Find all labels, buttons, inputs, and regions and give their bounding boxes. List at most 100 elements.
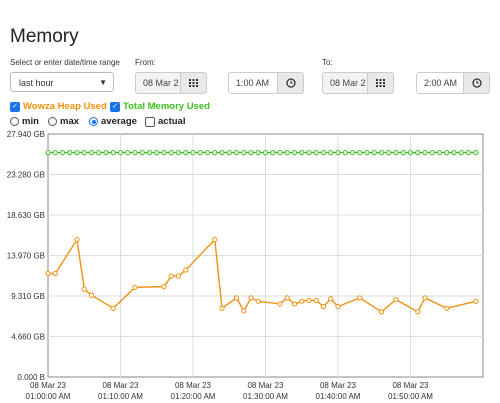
data-point[interactable] xyxy=(45,150,51,156)
data-point[interactable] xyxy=(291,301,298,307)
data-point[interactable] xyxy=(306,297,312,304)
data-point[interactable] xyxy=(161,283,167,290)
to-time-input[interactable]: 2:00 AM xyxy=(416,72,464,94)
data-point[interactable] xyxy=(451,150,457,156)
data-point[interactable] xyxy=(306,150,312,156)
data-point[interactable] xyxy=(378,309,385,315)
data-point[interactable] xyxy=(328,150,334,156)
data-point[interactable] xyxy=(335,150,341,156)
data-point[interactable] xyxy=(139,150,145,156)
data-point[interactable] xyxy=(183,267,189,273)
data-point[interactable] xyxy=(81,286,87,292)
toggle-wowza-heap-used[interactable]: ✓ Wowza Heap Used xyxy=(10,101,107,112)
data-point[interactable] xyxy=(67,150,73,156)
data-point[interactable] xyxy=(465,150,472,156)
data-point[interactable] xyxy=(81,150,87,156)
data-point[interactable] xyxy=(407,150,414,156)
to-calendar-button[interactable] xyxy=(368,72,394,94)
data-point[interactable] xyxy=(393,296,399,303)
data-point[interactable] xyxy=(342,150,348,156)
data-point[interactable] xyxy=(132,284,138,291)
data-point[interactable] xyxy=(262,150,269,156)
data-point[interactable] xyxy=(357,295,363,301)
data-point[interactable] xyxy=(241,150,247,156)
data-point[interactable] xyxy=(473,150,479,156)
data-point[interactable] xyxy=(110,305,116,311)
data-point[interactable] xyxy=(299,150,305,156)
data-point[interactable] xyxy=(422,150,428,156)
data-point[interactable] xyxy=(161,150,167,156)
to-date-input[interactable]: 08 Mar 2 xyxy=(322,72,368,94)
data-point[interactable] xyxy=(233,150,240,156)
data-point[interactable] xyxy=(393,150,399,156)
data-point[interactable] xyxy=(371,150,377,156)
data-point[interactable] xyxy=(45,270,51,277)
data-point[interactable] xyxy=(291,150,298,156)
data-point[interactable] xyxy=(117,150,124,156)
data-point[interactable] xyxy=(328,296,334,302)
data-point[interactable] xyxy=(429,150,435,156)
data-point[interactable] xyxy=(422,295,428,301)
data-point[interactable] xyxy=(175,150,182,156)
data-point[interactable] xyxy=(313,150,319,156)
to-clock-button[interactable] xyxy=(464,72,490,94)
data-point[interactable] xyxy=(190,150,196,156)
data-point[interactable] xyxy=(154,150,160,156)
range-select[interactable]: last hour ▼ xyxy=(10,72,114,92)
data-point[interactable] xyxy=(52,270,58,277)
from-calendar-button[interactable] xyxy=(181,72,207,94)
data-point[interactable] xyxy=(444,305,450,311)
data-point[interactable] xyxy=(125,150,131,156)
data-point[interactable] xyxy=(458,150,464,156)
data-point[interactable] xyxy=(284,295,290,301)
data-point[interactable] xyxy=(197,150,203,156)
data-point[interactable] xyxy=(110,150,116,156)
data-point[interactable] xyxy=(248,295,254,301)
data-point[interactable] xyxy=(212,236,218,243)
data-point[interactable] xyxy=(183,150,189,156)
data-point[interactable] xyxy=(277,301,283,307)
data-point[interactable] xyxy=(299,298,305,304)
radio-average[interactable]: average xyxy=(89,116,137,127)
data-point[interactable] xyxy=(168,273,174,279)
from-date-input[interactable]: 08 Mar 2 xyxy=(135,72,181,94)
data-point[interactable] xyxy=(88,150,95,156)
data-point[interactable] xyxy=(74,150,80,156)
data-point[interactable] xyxy=(349,150,356,156)
data-point[interactable] xyxy=(226,150,232,156)
data-point[interactable] xyxy=(96,150,102,156)
data-point[interactable] xyxy=(168,150,174,156)
data-point[interactable] xyxy=(219,305,225,311)
data-point[interactable] xyxy=(103,150,109,156)
data-point[interactable] xyxy=(284,150,290,156)
data-point[interactable] xyxy=(444,150,450,156)
data-point[interactable] xyxy=(415,309,421,315)
data-point[interactable] xyxy=(313,297,319,304)
data-point[interactable] xyxy=(277,150,283,156)
data-point[interactable] xyxy=(175,273,182,279)
data-point[interactable] xyxy=(132,150,138,156)
checkbox-actual[interactable]: actual xyxy=(145,116,185,127)
data-point[interactable] xyxy=(335,303,341,310)
data-point[interactable] xyxy=(364,150,370,156)
radio-min[interactable]: min xyxy=(10,116,39,127)
data-point[interactable] xyxy=(320,150,327,156)
toggle-total-memory-used[interactable]: ✓ Total Memory Used xyxy=(110,101,210,112)
data-point[interactable] xyxy=(219,150,225,156)
data-point[interactable] xyxy=(52,150,58,156)
data-point[interactable] xyxy=(233,295,240,301)
data-point[interactable] xyxy=(378,150,385,156)
data-point[interactable] xyxy=(255,150,261,156)
radio-max[interactable]: max xyxy=(48,116,79,127)
data-point[interactable] xyxy=(386,150,392,156)
data-point[interactable] xyxy=(241,308,247,314)
data-point[interactable] xyxy=(436,150,443,156)
data-point[interactable] xyxy=(146,150,153,156)
data-point[interactable] xyxy=(88,292,95,298)
data-point[interactable] xyxy=(270,150,276,156)
from-clock-button[interactable] xyxy=(278,72,304,94)
data-point[interactable] xyxy=(204,150,211,156)
data-point[interactable] xyxy=(357,150,363,156)
data-point[interactable] xyxy=(248,150,254,156)
data-point[interactable] xyxy=(473,298,479,304)
